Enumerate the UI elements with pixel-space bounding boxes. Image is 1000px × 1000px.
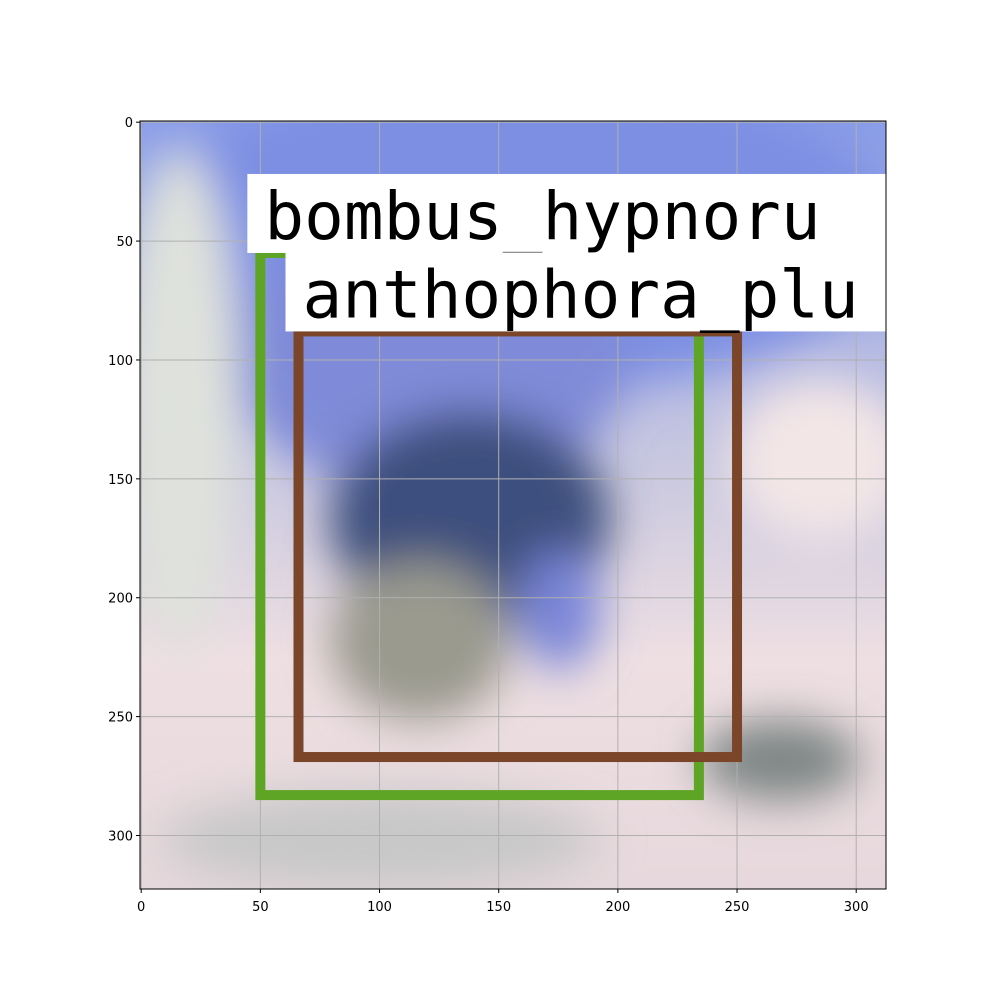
- ticks: 0 50 100 150 200 250 300 0 50 100 150 200 250 300: [108, 116, 868, 915]
- label-background: [285, 252, 886, 332]
- x-tick-label: 0: [137, 900, 145, 915]
- axes-frame: [139, 120, 887, 890]
- x-tick-label: 300: [844, 900, 869, 915]
- y-tick-label: 150: [108, 473, 133, 488]
- x-tick-label: 100: [367, 900, 392, 915]
- y-tick-label: 0: [125, 116, 133, 131]
- label-text: anthophora_plu: [302, 256, 858, 333]
- y-tick-label: 300: [108, 830, 133, 845]
- y-tick-label: 50: [116, 235, 133, 250]
- x-tick-label: 50: [252, 900, 269, 915]
- y-tick-label: 250: [108, 711, 133, 726]
- x-tick-label: 200: [605, 900, 630, 915]
- label-background: [247, 173, 886, 253]
- x-tick-label: 250: [725, 900, 750, 915]
- y-tick-label: 100: [108, 354, 133, 369]
- y-tick-label: 200: [108, 592, 133, 607]
- x-tick-label: 150: [486, 900, 511, 915]
- label-text: bombus_hypnoru: [264, 178, 820, 255]
